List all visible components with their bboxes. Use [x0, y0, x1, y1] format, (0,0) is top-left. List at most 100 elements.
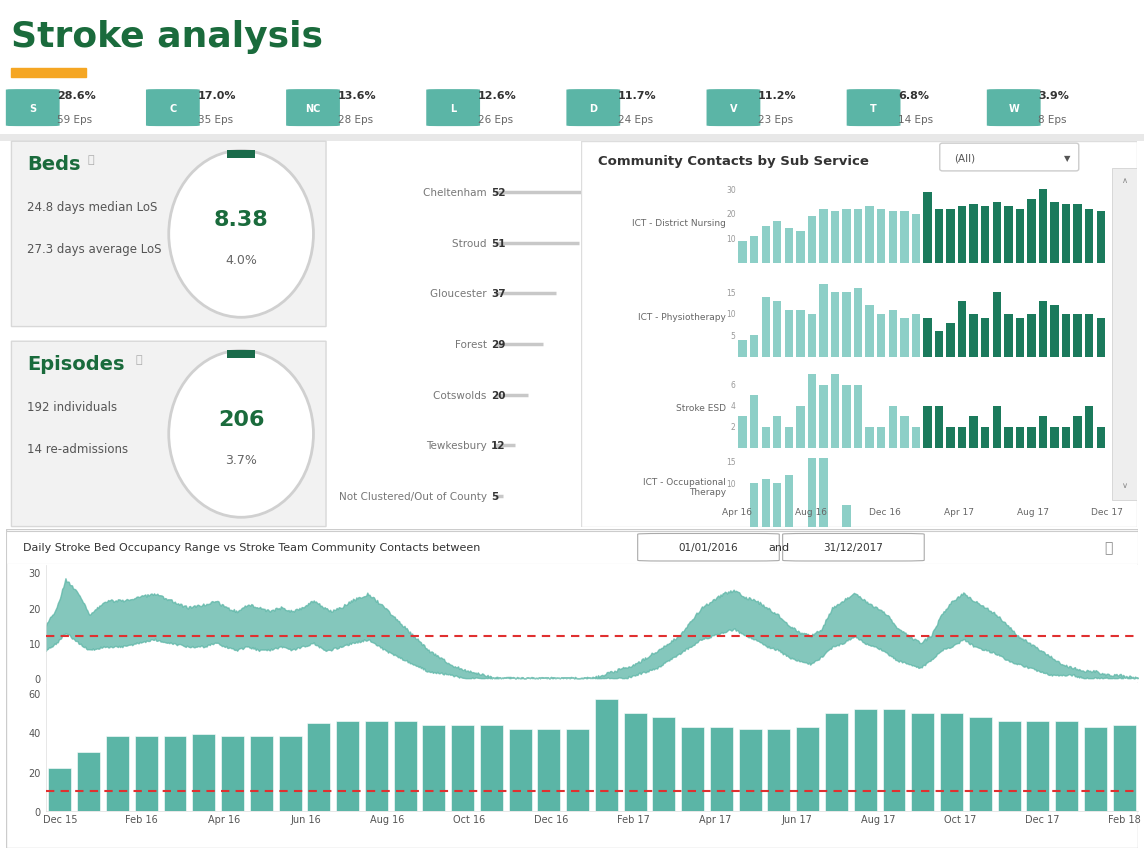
Bar [1073, 205, 1082, 263]
Text: 31/12/2017: 31/12/2017 [823, 542, 883, 553]
Text: Aug 17: Aug 17 [1017, 508, 1049, 517]
Bar [750, 237, 758, 263]
Bar [889, 310, 897, 357]
Text: 10: 10 [726, 234, 736, 244]
Bar [853, 288, 863, 357]
Text: C: C [169, 103, 176, 114]
Text: 8.38: 8.38 [214, 210, 269, 230]
Text: 24 Eps: 24 Eps [618, 115, 653, 125]
Bar [935, 210, 943, 263]
Text: 12: 12 [491, 441, 506, 451]
Bar [394, 721, 416, 811]
Text: 11.7%: 11.7% [618, 91, 657, 101]
Bar [825, 713, 848, 811]
Bar [912, 713, 935, 811]
Bar [900, 417, 908, 448]
Text: T: T [871, 103, 877, 114]
Bar [900, 319, 908, 357]
Text: 15: 15 [726, 458, 736, 467]
Text: 10: 10 [726, 480, 736, 488]
Ellipse shape [169, 351, 313, 517]
Text: 14 Eps: 14 Eps [898, 115, 934, 125]
FancyBboxPatch shape [427, 90, 480, 127]
Bar [969, 417, 978, 448]
Bar [808, 217, 816, 263]
Bar [900, 212, 908, 263]
Bar [819, 284, 828, 357]
Bar [227, 350, 255, 358]
Text: Cheltenham: Cheltenham [423, 188, 490, 198]
Bar [796, 232, 804, 263]
Text: 52: 52 [491, 188, 506, 198]
Text: (All): (All) [954, 153, 975, 163]
Bar [982, 319, 990, 357]
Bar [750, 396, 758, 448]
Bar [912, 427, 920, 448]
Text: ICT - District Nursing: ICT - District Nursing [631, 219, 725, 227]
Bar [808, 458, 816, 527]
Bar [785, 229, 793, 263]
Bar [1073, 314, 1082, 357]
Bar [1026, 721, 1049, 811]
Bar [958, 301, 967, 357]
Text: Stroud: Stroud [452, 238, 490, 248]
Bar [808, 314, 816, 357]
Text: 26 Eps: 26 Eps [478, 115, 513, 125]
Bar [993, 293, 1001, 357]
Bar [11, 69, 86, 78]
Bar [1097, 319, 1105, 357]
Bar [768, 728, 791, 811]
Bar [762, 480, 770, 527]
Bar [796, 406, 804, 448]
Text: 35 Eps: 35 Eps [198, 115, 232, 125]
Bar [1062, 205, 1071, 263]
Bar [969, 717, 992, 811]
Text: D: D [589, 103, 597, 114]
Bar [710, 727, 733, 811]
Bar [842, 505, 851, 527]
Bar [912, 314, 920, 357]
Text: ICT - Physiotherapy: ICT - Physiotherapy [638, 313, 725, 322]
Bar [796, 727, 819, 811]
Text: ▼: ▼ [1064, 153, 1071, 163]
Text: Forest: Forest [454, 339, 490, 350]
Bar [1113, 725, 1136, 811]
FancyBboxPatch shape [6, 90, 59, 127]
FancyBboxPatch shape [286, 90, 340, 127]
Bar [479, 725, 503, 811]
Bar [1073, 417, 1082, 448]
Text: 23 Eps: 23 Eps [758, 115, 793, 125]
Bar [958, 427, 967, 448]
Bar [762, 427, 770, 448]
Text: 29: 29 [491, 339, 506, 350]
Bar [866, 427, 874, 448]
Bar [877, 427, 885, 448]
Text: 192 individuals: 192 individuals [27, 400, 118, 413]
FancyBboxPatch shape [707, 90, 761, 127]
Bar [998, 721, 1020, 811]
Bar [249, 736, 272, 811]
Bar [1016, 319, 1024, 357]
Text: Community Contacts by Sub Service: Community Contacts by Sub Service [598, 155, 868, 168]
Text: Dec 17: Dec 17 [1090, 508, 1122, 517]
Bar [365, 721, 388, 811]
Text: Gloucester: Gloucester [430, 289, 490, 299]
Bar [940, 713, 963, 811]
Bar [889, 406, 897, 448]
Bar [923, 319, 931, 357]
Bar [1027, 314, 1035, 357]
Bar [853, 709, 876, 811]
Text: 8 Eps: 8 Eps [1039, 115, 1067, 125]
Text: Not Clustered/Out of County: Not Clustered/Out of County [339, 492, 490, 502]
Bar [853, 386, 863, 448]
Text: 28 Eps: 28 Eps [337, 115, 373, 125]
Text: V: V [730, 103, 737, 114]
Bar [221, 736, 244, 811]
Bar [993, 202, 1001, 263]
Bar [1097, 212, 1105, 263]
Text: 4.0%: 4.0% [225, 254, 257, 267]
Text: L: L [450, 103, 456, 114]
Text: 20: 20 [726, 210, 736, 219]
Text: ∨: ∨ [1122, 480, 1128, 489]
Bar [278, 736, 302, 811]
